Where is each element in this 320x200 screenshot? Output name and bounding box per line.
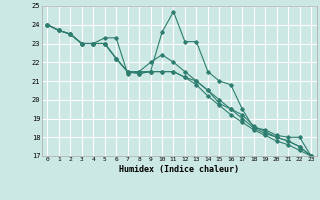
X-axis label: Humidex (Indice chaleur): Humidex (Indice chaleur) <box>119 165 239 174</box>
